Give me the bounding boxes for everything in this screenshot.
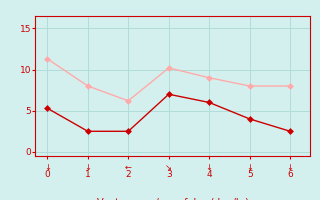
X-axis label: Vent moyen/en rafales ( km/h ): Vent moyen/en rafales ( km/h ): [97, 198, 249, 200]
Text: ↘: ↘: [165, 163, 172, 172]
Text: ↓: ↓: [287, 163, 294, 172]
Text: ←: ←: [125, 163, 132, 172]
Text: ↓: ↓: [84, 163, 91, 172]
Text: ↓: ↓: [44, 163, 51, 172]
Text: ↓: ↓: [246, 163, 253, 172]
Text: ↓: ↓: [206, 163, 213, 172]
